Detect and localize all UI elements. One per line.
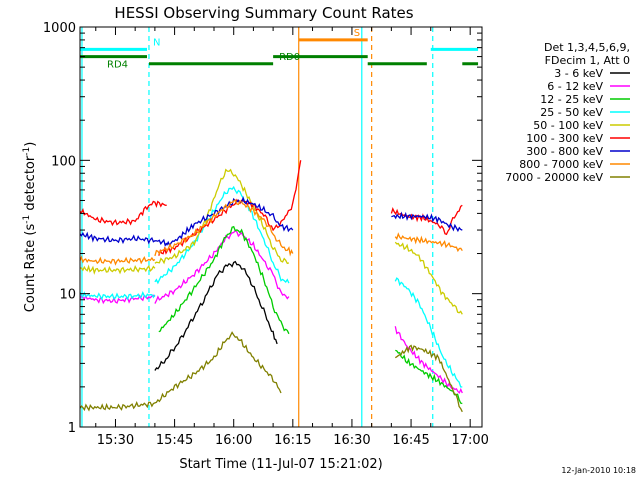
y-tick-label: 100 xyxy=(51,154,76,169)
legend-entry-label: 6 - 12 keV xyxy=(547,80,603,93)
series-line-50-100-kev xyxy=(80,264,156,275)
series-line-6-12-kev xyxy=(154,229,290,304)
footer-timestamp: 12-Jan-2010 10:18 xyxy=(561,466,636,475)
series-line-100-300-kev xyxy=(390,204,463,236)
series-line-12-25-kev xyxy=(395,349,463,405)
x-tick-label: 16:30 xyxy=(333,433,370,448)
chart-title: HESSI Observing Summary Count Rates xyxy=(114,4,413,22)
series-line-25-50-kev xyxy=(154,185,290,285)
legend-header: FDecim 1, Att 0 xyxy=(545,54,630,67)
series-line-800-7000-kev xyxy=(79,255,156,266)
legend-entry-label: 300 - 800 keV xyxy=(526,145,603,158)
series-line-300-800-kev xyxy=(391,211,463,233)
series-line-25-50-kev xyxy=(79,291,156,301)
x-tick-label: 15:45 xyxy=(156,433,193,448)
legend-entry-label: 7000 - 20000 keV xyxy=(505,171,603,184)
plot-frame xyxy=(79,26,483,428)
series-line-100-300-kev xyxy=(79,200,167,227)
legend-entry-label: 50 - 100 keV xyxy=(533,119,603,132)
legend-entry-label: 800 - 7000 keV xyxy=(519,158,603,171)
x-tick-label: 15:30 xyxy=(97,433,134,448)
series-line-50-100-kev xyxy=(154,168,290,265)
series-line-7000-20000-kev xyxy=(394,344,463,413)
series-line-50-100-kev xyxy=(394,241,463,315)
legend-entry-label: 3 - 6 keV xyxy=(554,67,603,80)
state-bar-label: N xyxy=(153,37,160,48)
legend-entry-label: 25 - 50 keV xyxy=(540,106,603,119)
state-bar-label: S xyxy=(354,28,360,39)
series-line-300-800-kev xyxy=(166,195,294,247)
y-axis-label: Count Rate (s-1 detector-1) xyxy=(22,142,38,313)
data-series xyxy=(79,160,463,413)
y-tick-label: 10 xyxy=(59,288,76,303)
series-line-3-6-kev xyxy=(154,260,278,371)
state-bar-label: RD4 xyxy=(107,60,128,71)
legend-header: Det 1,3,4,5,6,9, xyxy=(544,41,630,54)
series-line-25-50-kev xyxy=(394,277,463,388)
state-bars: NSRD0RD4 xyxy=(80,28,479,71)
axes: 15:30 15:45 16:00 16:15 16:30 16:45 17:00 1 10 10… xyxy=(43,21,489,448)
series-line-7000-20000-kev xyxy=(79,331,282,412)
x-tick-label: 17:00 xyxy=(451,433,488,448)
legend-entry-label: 12 - 25 keV xyxy=(540,93,603,106)
series-line-6-12-kev xyxy=(79,293,156,305)
y-tick-label: 1000 xyxy=(43,21,76,36)
series-line-800-7000-kev xyxy=(154,199,294,257)
x-tick-label: 16:00 xyxy=(215,433,252,448)
series-line-6-12-kev xyxy=(394,326,463,394)
y-tick-label: 1 xyxy=(68,421,76,436)
legend: Det 1,3,4,5,6,9,FDecim 1, Att 03 - 6 keV… xyxy=(505,41,630,184)
event-lines xyxy=(81,27,434,427)
series-line-300-800-kev xyxy=(79,231,168,247)
x-tick-label: 16:15 xyxy=(274,433,311,448)
series-line-800-7000-kev xyxy=(394,232,463,253)
x-tick-label: 16:45 xyxy=(392,433,429,448)
x-axis-label: Start Time (11-Jul-07 15:21:02) xyxy=(179,457,382,472)
series-line-12-25-kev xyxy=(158,225,290,335)
legend-entry-label: 100 - 300 keV xyxy=(526,132,603,145)
